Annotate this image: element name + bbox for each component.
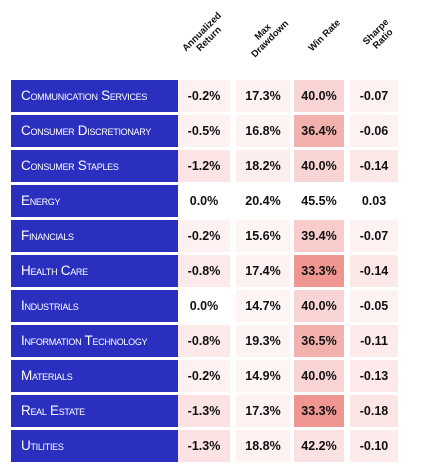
value-cell: 40.0% — [294, 290, 344, 322]
column-header-win-rate: Win Rate — [302, 13, 349, 60]
value-cell: -0.8% — [178, 255, 230, 287]
sector-label: Health Care — [11, 255, 190, 287]
table-row: Utilities -1.3% 18.8% 42.2% -0.10 — [11, 430, 411, 462]
sector-label: Energy — [11, 185, 190, 217]
table-row: Real Estate -1.3% 17.3% 33.3% -0.18 — [11, 395, 411, 427]
value-cell: -0.18 — [350, 395, 398, 427]
value-cell: 14.9% — [236, 360, 290, 392]
value-cell: -0.5% — [178, 115, 230, 147]
sector-label: Consumer Discretionary — [11, 115, 190, 147]
table-row: Materials -0.2% 14.9% 40.0% -0.13 — [11, 360, 411, 392]
table-row: Energy 0.0% 20.4% 45.5% 0.03 — [11, 185, 411, 217]
sector-label: Industrials — [11, 290, 190, 322]
sector-label: Utilities — [11, 430, 190, 462]
value-cell: -1.3% — [178, 430, 230, 462]
sector-label: Real Estate — [11, 395, 190, 427]
value-cell: -0.13 — [350, 360, 398, 392]
value-cell: 33.3% — [294, 395, 344, 427]
value-cell: 14.7% — [236, 290, 290, 322]
value-cell: 0.0% — [178, 185, 230, 217]
table-row: Consumer Discretionary -0.5% 16.8% 36.4% -0.… — [11, 115, 411, 147]
value-cell: -0.2% — [178, 80, 230, 112]
value-cell: -0.14 — [350, 150, 398, 182]
value-cell: -0.07 — [350, 220, 398, 252]
value-cell: 40.0% — [294, 80, 344, 112]
value-cell: 36.5% — [294, 325, 344, 357]
sector-label: Consumer Staples — [11, 150, 190, 182]
column-headers: Annualized Return Max Drawdown Win Rate … — [0, 0, 422, 80]
sector-label: Financials — [11, 220, 190, 252]
value-cell: -0.11 — [350, 325, 398, 357]
value-cell: -1.2% — [178, 150, 230, 182]
value-cell: 40.0% — [294, 150, 344, 182]
value-cell: -0.8% — [178, 325, 230, 357]
value-cell: 15.6% — [236, 220, 290, 252]
sector-label: Materials — [11, 360, 190, 392]
value-cell: 33.3% — [294, 255, 344, 287]
column-header-line: Win Rate — [306, 17, 343, 54]
table-row: Consumer Staples -1.2% 18.2% 40.0% -0.14 — [11, 150, 411, 182]
value-cell: 40.0% — [294, 360, 344, 392]
value-cell: 36.4% — [294, 115, 344, 147]
value-cell: 45.5% — [294, 185, 344, 217]
table-row: Health Care -0.8% 17.4% 33.3% -0.14 — [11, 255, 411, 287]
value-cell: -0.07 — [350, 80, 398, 112]
value-cell: 42.2% — [294, 430, 344, 462]
value-cell: 20.4% — [236, 185, 290, 217]
value-cell: 18.8% — [236, 430, 290, 462]
column-header-annualized-return: Annualized Return — [179, 9, 233, 63]
value-cell: -0.2% — [178, 220, 230, 252]
sector-label: Communication Services — [11, 80, 190, 112]
value-cell: 17.4% — [236, 255, 290, 287]
value-cell: 19.3% — [236, 325, 290, 357]
value-cell: 39.4% — [294, 220, 344, 252]
table-row: Financials -0.2% 15.6% 39.4% -0.07 — [11, 220, 411, 252]
value-cell: 0.0% — [178, 290, 230, 322]
value-cell: -0.10 — [350, 430, 398, 462]
value-cell: 17.3% — [236, 80, 290, 112]
column-header-max-drawdown: Max Drawdown — [240, 9, 294, 63]
table-row: Communication Services -0.2% 17.3% 40.0% -0.… — [11, 80, 411, 112]
value-cell: 18.2% — [236, 150, 290, 182]
table-row: Industrials 0.0% 14.7% 40.0% -0.05 — [11, 290, 411, 322]
sector-label: Information Technology — [11, 325, 190, 357]
value-cell: -0.14 — [350, 255, 398, 287]
value-cell: -0.05 — [350, 290, 398, 322]
value-cell: -0.06 — [350, 115, 398, 147]
table-row: Information Technology -0.8% 19.3% 36.5% -0.… — [11, 325, 411, 357]
value-cell: 16.8% — [236, 115, 290, 147]
value-cell: -1.3% — [178, 395, 230, 427]
column-header-sharpe-ratio: Sharpe Ratio — [353, 9, 407, 63]
value-cell: 0.03 — [350, 185, 398, 217]
value-cell: -0.2% — [178, 360, 230, 392]
value-cell: 17.3% — [236, 395, 290, 427]
